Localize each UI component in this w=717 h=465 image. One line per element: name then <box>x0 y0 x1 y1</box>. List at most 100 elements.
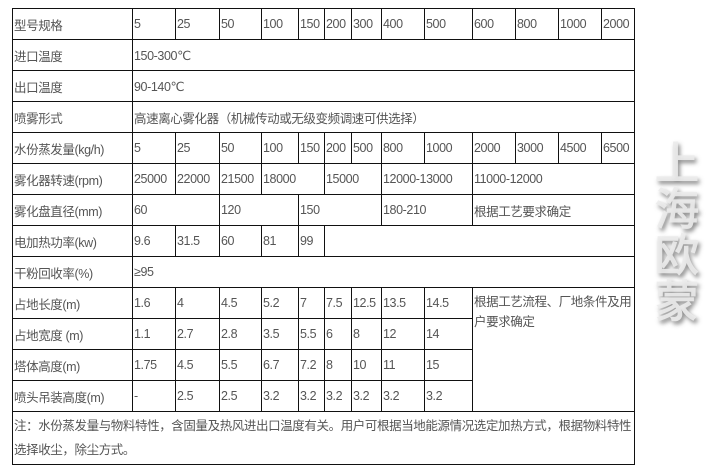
table-cell: 25 <box>175 132 220 164</box>
table-cell: 100 <box>261 8 299 40</box>
evaporation-row: 水份蒸发量(kg/h) 5 25 50 100 150 200 500 800 1000 2000 3… <box>12 132 635 164</box>
table-cell: 3000 <box>515 132 559 164</box>
table-cell: 4.5 <box>219 287 262 319</box>
table-cell: 3.2 <box>424 380 473 412</box>
row-label: 水份蒸发量(kg/h) <box>12 132 133 164</box>
table-cell: 60 <box>219 225 262 257</box>
watermark: 上海欧蒙 <box>647 140 698 324</box>
row-label: 出口温度 <box>12 70 133 102</box>
row-label: 塔体高度(m) <box>12 349 133 381</box>
table-cell: 22000 <box>175 163 220 195</box>
row-label: 型号规格 <box>12 8 133 40</box>
table-cell: 3.2 <box>298 380 325 412</box>
row-label: 干粉回收率(%) <box>12 256 133 288</box>
size-note-cell: 根据工艺流程、厂地条件及用户要求确定 <box>472 287 635 412</box>
table-cell: 50 <box>219 8 262 40</box>
table-cell: 180-210 <box>381 194 473 226</box>
table-cell: 12 <box>381 318 425 350</box>
table-cell: 1.6 <box>132 287 176 319</box>
table-cell: 25 <box>175 8 220 40</box>
table-cell: 50 <box>219 132 262 164</box>
width-row: 占地宽度 (m) 1.1 2.7 2.8 3.5 5.5 6 8 12 14 <box>12 318 635 350</box>
table-cell: 1.75 <box>132 349 176 381</box>
footnote: 注：水份蒸发量与物料特性，含固量及热风进出口温度有关。用户可根据当地能源情况选定… <box>12 411 635 465</box>
row-label: 电加热功率(kw) <box>12 225 133 257</box>
table-cell: 6500 <box>601 132 635 164</box>
outlet_temp-row: 出口温度 90-140℃ <box>12 70 635 102</box>
table-cell: 12.5 <box>351 287 382 319</box>
table-cell: 18000 <box>261 163 325 195</box>
table-cell: 7.5 <box>324 287 352 319</box>
table-cell: 200 <box>324 8 352 40</box>
table-cell: 4500 <box>558 132 602 164</box>
table-cell: 14 <box>424 318 473 350</box>
table-cell: 2000 <box>601 8 635 40</box>
inlet_temp-row: 进口温度 150-300℃ <box>12 39 635 71</box>
table-cell: 根据工艺要求确定 <box>472 194 635 226</box>
table-cell: 100 <box>261 132 299 164</box>
table-cell: 2.5 <box>175 380 220 412</box>
table-cell: 高速离心雾化器（机械传动或无级变频调速可供选择） <box>132 101 635 133</box>
table-cell: 300 <box>351 8 382 40</box>
recovery-row: 干粉回收率(%) ≥95 <box>12 256 635 288</box>
table-cell: 21500 <box>219 163 262 195</box>
table-cell: 2.8 <box>219 318 262 350</box>
table-cell: 500 <box>351 132 382 164</box>
table-cell: 5 <box>132 132 176 164</box>
row-label: 占地长度(m) <box>12 287 133 319</box>
table-cell: 4.5 <box>175 349 220 381</box>
table-cell: 11 <box>381 349 425 381</box>
table-cell: ≥95 <box>132 256 635 288</box>
empty-cell <box>324 225 635 257</box>
table-cell: 3.5 <box>261 318 299 350</box>
table-cell: 1000 <box>558 8 602 40</box>
table-cell: 150 <box>298 194 382 226</box>
table-cell: 2.5 <box>219 380 262 412</box>
table-cell: 500 <box>424 8 473 40</box>
table-cell: 7 <box>298 287 325 319</box>
table-cell: - <box>132 380 176 412</box>
table-cell: 12000-13000 <box>381 163 473 195</box>
table-cell: 11000-12000 <box>472 163 635 195</box>
row-label: 雾化器转速(rpm) <box>12 163 133 195</box>
row-label: 雾化盘直径(mm) <box>12 194 133 226</box>
table-cell: 5.5 <box>219 349 262 381</box>
table-cell: 1000 <box>424 132 473 164</box>
table-cell: 6.7 <box>261 349 299 381</box>
table-cell: 5 <box>132 8 176 40</box>
table-cell: 90-140℃ <box>132 70 635 102</box>
table-cell: 400 <box>381 8 425 40</box>
table-cell: 3.2 <box>261 380 299 412</box>
note-row: 注：水份蒸发量与物料特性，含固量及热风进出口温度有关。用户可根据当地能源情况选定… <box>12 411 635 465</box>
table-cell: 5.2 <box>261 287 299 319</box>
table-cell: 5.5 <box>298 318 325 350</box>
table-cell: 6 <box>324 318 352 350</box>
table-cell: 99 <box>298 225 325 257</box>
table-cell: 3.2 <box>351 380 382 412</box>
table-cell: 200 <box>324 132 352 164</box>
table-cell: 15000 <box>324 163 382 195</box>
table-cell: 25000 <box>132 163 176 195</box>
table-cell: 3.2 <box>381 380 425 412</box>
table-cell: 800 <box>515 8 559 40</box>
nozzle_height-row: 喷头吊装高度(m) -2.5 2.5 3.2 3.2 3.2 3.2 3.2 3.2 <box>12 380 635 412</box>
table-cell: 150 <box>298 132 325 164</box>
model-row: 型号规格 5 25 50 100 150 200 300 400 500 600 800 1000 200… <box>12 8 635 40</box>
table-cell: 8 <box>324 349 352 381</box>
table-cell: 8 <box>351 318 382 350</box>
table-cell: 7.2 <box>298 349 325 381</box>
disc-diameter-row: 雾化盘直径(mm) 60 120 150 180-210 根据工艺要求确定 <box>12 194 635 226</box>
table-cell: 4 <box>175 287 220 319</box>
length-row: 占地长度(m) 1.6 4 4.5 5.2 7 7.5 12.5 13.5 14.5 根据工艺流程、… <box>12 287 635 412</box>
table-cell: 13.5 <box>381 287 425 319</box>
table-cell: 3.2 <box>324 380 352 412</box>
row-label: 占地宽度 (m) <box>12 318 133 350</box>
table-cell: 10 <box>351 349 382 381</box>
table-cell: 120 <box>219 194 299 226</box>
table-cell: 9.6 <box>132 225 176 257</box>
table-cell: 150-300℃ <box>132 39 635 71</box>
row-label: 进口温度 <box>12 39 133 71</box>
spray-dryer-spec-table: 型号规格 5 25 50 100 150 200 300 400 500 600 800 1000 200… <box>12 8 635 465</box>
table-cell: 800 <box>381 132 425 164</box>
table-cell: 14.5 <box>424 287 473 319</box>
